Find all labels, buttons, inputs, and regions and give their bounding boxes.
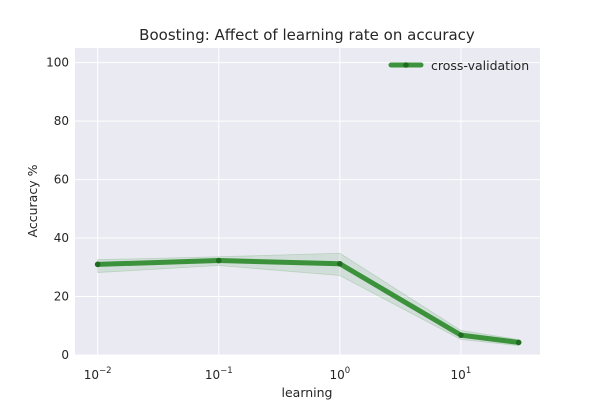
y-axis-label: Accuracy % [25,164,40,237]
y-tick-label: 100 [46,56,69,70]
x-tick-label: 10−2 [84,366,112,382]
x-axis-label: learning [282,385,333,400]
legend-label-cross-validation: cross-validation [431,58,529,73]
x-tick-base: 10 [205,368,220,382]
series-points [94,257,522,346]
y-tick-label: 20 [54,290,69,304]
x-tick-labels: 10−2 10−1 100 101 [84,366,472,382]
legend: cross-validation [388,58,529,73]
y-tick-label: 0 [61,348,69,362]
x-tick-exponent: 0 [345,366,350,376]
data-point [215,257,222,264]
grid [75,48,540,356]
data-point [515,339,522,346]
x-tick-base: 10 [329,368,344,382]
x-tick-base: 10 [84,368,99,382]
y-tick-label: 80 [54,114,69,128]
x-tick-exponent: −1 [220,366,233,376]
chart-title: Boosting: Affect of learning rate on acc… [139,26,475,44]
x-tick-exponent: −2 [99,366,112,376]
data-point [458,332,464,338]
x-tick-label: 100 [329,366,350,382]
x-tick-base: 10 [451,368,466,382]
x-tick-label: 10−1 [205,366,233,382]
legend-marker-cross-validation [403,62,409,68]
y-tick-label: 60 [54,173,69,187]
data-point [94,261,101,268]
data-point [337,260,343,267]
plot-background [75,48,540,355]
x-tick-label: 101 [451,366,472,382]
y-tick-labels: 0 20 40 60 80 100 [46,56,69,362]
y-tick-label: 40 [54,231,69,245]
x-tick-exponent: 1 [466,366,471,376]
